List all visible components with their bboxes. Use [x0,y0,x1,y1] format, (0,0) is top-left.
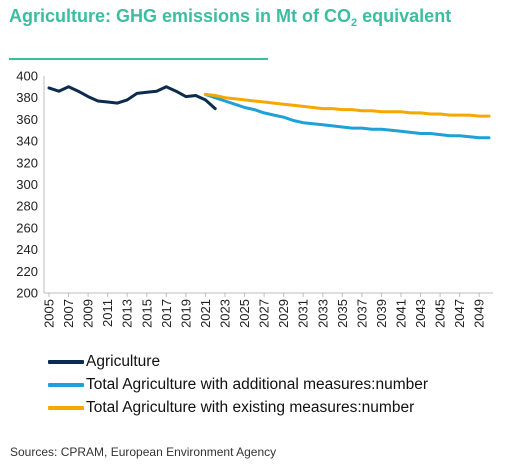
y-tick-label: 200 [16,286,38,301]
legend-label-additional-measures: Total Agriculture with additional measur… [86,375,429,393]
x-tick-label: 2021 [198,299,213,328]
x-tick-label: 2029 [276,299,291,328]
title-underline [9,58,268,60]
y-tick-label: 300 [16,177,38,192]
y-tick-label: 260 [16,220,38,235]
y-tick-label: 380 [16,90,38,105]
y-tick-label: 320 [16,155,38,170]
x-tick-label: 2041 [394,299,409,328]
chart-title: Agriculture: GHG emissions in Mt of CO2 … [9,6,452,29]
x-tick-label: 2047 [452,299,467,328]
source-note: Sources: CPRAM, European Environment Age… [10,445,277,459]
chart-title-prefix: Agriculture: GHG emissions in Mt of CO [9,6,352,26]
x-tick-label: 2037 [354,299,369,328]
chart-legend: Agriculture Total Agriculture with addit… [48,350,428,419]
x-tick-label: 2023 [218,299,233,328]
legend-swatch-existing-measures [48,405,84,410]
x-tick-label: 2039 [374,299,389,328]
x-tick-label: 2033 [315,299,330,328]
chart-title-subscript: 2 [351,17,358,29]
legend-item-agriculture: Agriculture [48,350,428,373]
x-tick-label: 2005 [42,299,57,328]
x-tick-label: 2025 [237,299,252,328]
x-tick-label: 2045 [433,299,448,328]
x-tick-label: 2015 [139,299,154,328]
x-tick-label: 2043 [413,299,428,328]
x-tick-label: 2027 [257,299,272,328]
x-tick-label: 2017 [159,299,174,328]
series-line-agriculture [47,85,217,111]
chart-title-suffix: equivalent [357,6,452,26]
x-tick-label: 2009 [81,299,96,328]
y-tick-label: 340 [16,134,38,149]
legend-label-agriculture: Agriculture [86,352,161,370]
legend-swatch-additional-measures [48,382,84,387]
x-tick-label: 2007 [61,299,76,328]
y-tick-label: 400 [16,69,38,84]
x-tick-label: 2049 [472,299,487,328]
x-tick-label: 2031 [296,299,311,328]
series-line-existing-measures [203,92,491,118]
y-tick-label: 220 [16,264,38,279]
y-tick-label: 240 [16,242,38,257]
line-chart: 200 220 240 260 280 300 320 340 360 380 400 2005 200… [16,69,493,328]
legend-label-existing-measures: Total Agriculture with existing measures… [86,398,415,416]
legend-swatch-agriculture [48,359,84,364]
y-tick-label: 360 [16,112,38,127]
x-tick-label: 2019 [178,299,193,328]
x-tick-label: 2035 [335,299,350,328]
x-tick-label: 2013 [120,299,135,328]
legend-item-additional-measures: Total Agriculture with additional measur… [48,373,428,396]
series-line-additional-measures [203,92,491,140]
x-tick-label: 2011 [100,299,115,327]
y-tick-label: 280 [16,199,38,214]
legend-item-existing-measures: Total Agriculture with existing measures… [48,396,428,419]
